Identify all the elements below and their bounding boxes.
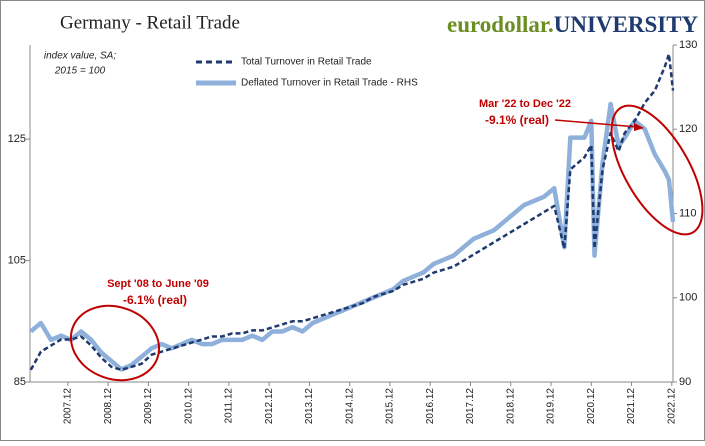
legend-label: Total Turnover in Retail Trade xyxy=(241,57,372,68)
x-tick-label: 2011.12 xyxy=(224,388,235,424)
y2-tick-label: 110 xyxy=(679,207,697,219)
x-tick-label: 2019.12 xyxy=(546,388,557,425)
brand-part: eurodollar. xyxy=(447,12,554,37)
legend-label: Deflated Turnover in Retail Trade - RHS xyxy=(241,78,418,89)
note: index value, SA; xyxy=(44,51,116,62)
x-tick-label: 2017.12 xyxy=(465,388,476,425)
y2-tick-label: 130 xyxy=(679,39,697,51)
highlight-ellipse xyxy=(69,304,161,382)
series-line xyxy=(29,52,675,372)
y-tick-label: 105 xyxy=(8,254,26,266)
y-tick-label: 85 xyxy=(14,376,26,388)
x-tick-label: 2012.12 xyxy=(264,388,275,425)
annotation: Sept '08 to June '09 xyxy=(107,278,209,290)
x-tick-label: 2018.12 xyxy=(505,388,516,425)
x-tick-label: 2020.12 xyxy=(586,388,597,425)
arrow xyxy=(554,119,639,128)
highlight-ellipse xyxy=(610,104,704,236)
note: 2015 = 100 xyxy=(54,66,106,77)
x-tick-label: 2016.12 xyxy=(425,388,436,425)
x-tick-label: 2014.12 xyxy=(344,388,355,425)
x-tick-label: 2015.12 xyxy=(385,388,396,425)
x-tick-label: 2010.12 xyxy=(183,388,194,425)
y2-tick-label: 90 xyxy=(679,376,691,388)
y2-tick-label: 120 xyxy=(679,123,697,135)
annotation: -6.1% (real) xyxy=(123,293,187,307)
x-tick-label: 2009.12 xyxy=(143,388,154,425)
brand: eurodollar.UNIVERSITY xyxy=(447,12,699,37)
y2-tick-label: 100 xyxy=(679,292,697,304)
brand-part: UNIVERSITY xyxy=(554,12,699,37)
x-tick-label: 2022.12 xyxy=(666,388,677,425)
x-tick-label: 2007.12 xyxy=(62,388,73,425)
y-tick-label: 125 xyxy=(8,133,26,145)
arrow-head xyxy=(634,123,644,131)
x-tick-label: 2013.12 xyxy=(304,388,315,425)
x-tick-label: 2008.12 xyxy=(103,388,114,425)
annotation: -9.1% (real) xyxy=(485,113,549,127)
x-tick-label: 2021.12 xyxy=(626,388,637,425)
chart-title: Germany - Retail Trade xyxy=(60,12,240,33)
annotation: Mar '22 to Dec '22 xyxy=(479,98,571,110)
